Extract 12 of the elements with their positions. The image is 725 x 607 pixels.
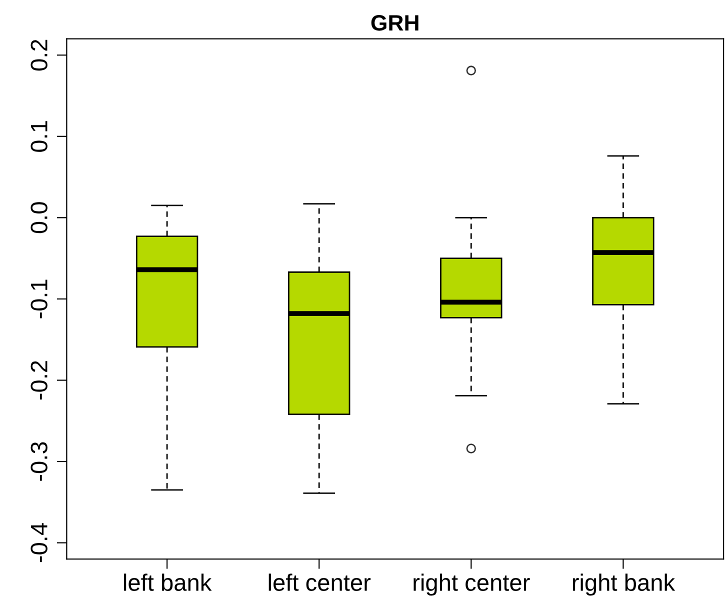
- y-tick-label: 0.1: [30, 121, 48, 152]
- y-tick-label: -0.4: [30, 523, 48, 562]
- x-tick-label: left bank: [124, 574, 212, 591]
- y-tick-label: 0.2: [30, 40, 48, 71]
- y-tick-label: 0.0: [30, 202, 48, 234]
- y-tick-label: -0.2: [30, 361, 48, 400]
- x-tick-label: right bank: [572, 574, 676, 596]
- x-tick-label: right center: [414, 574, 530, 596]
- y-tick-label: -0.3: [30, 442, 48, 481]
- y-tick-label: -0.1: [30, 280, 48, 318]
- x-tick-label: left center: [268, 574, 371, 591]
- chart-title: GRH: [371, 14, 418, 31]
